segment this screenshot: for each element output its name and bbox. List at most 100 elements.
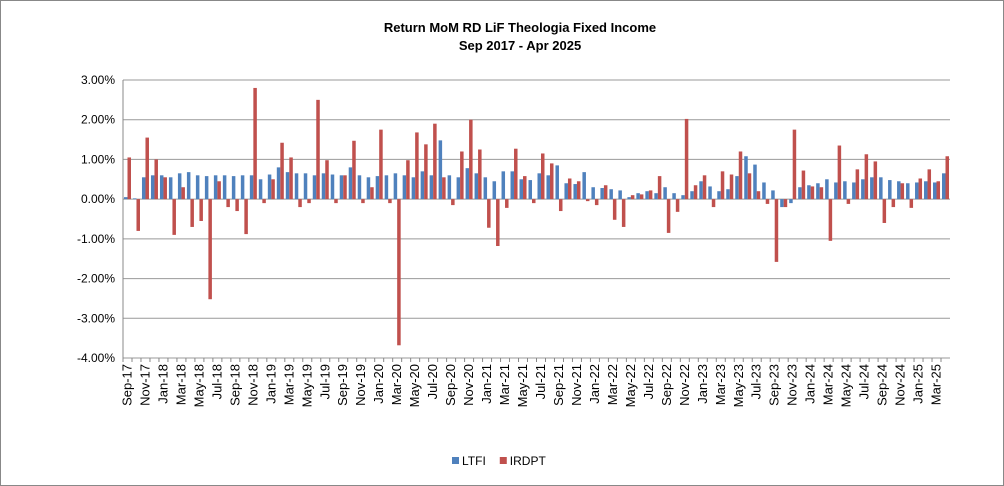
bar: [294, 173, 299, 200]
bar: [384, 175, 389, 200]
x-tick-label: Nov-22: [677, 364, 692, 406]
x-tick-label: Jan-25: [911, 364, 926, 404]
bar: [447, 175, 452, 200]
bar: [357, 175, 362, 200]
bar: [145, 137, 149, 200]
bar: [366, 177, 371, 200]
bar: [244, 199, 248, 235]
bar: [285, 172, 290, 200]
bar: [388, 199, 392, 204]
bar: [339, 175, 344, 200]
x-tick-label: May-24: [839, 364, 854, 407]
bar: [334, 199, 338, 204]
legend-label: IRDPT: [510, 454, 547, 468]
bar: [558, 199, 563, 212]
bar: [870, 177, 874, 200]
bar: [217, 181, 221, 200]
bar: [258, 179, 263, 200]
bar: [321, 173, 326, 200]
x-tick-label: Jan-22: [587, 364, 602, 404]
bar: [891, 199, 896, 208]
bar: [780, 199, 784, 208]
legend-swatch: [499, 457, 507, 464]
x-tick-label: May-20: [407, 364, 422, 407]
bar: [738, 151, 743, 200]
bar: [451, 199, 455, 206]
bar: [492, 181, 497, 200]
bar: [204, 176, 209, 200]
x-tick-label: Mar-19: [281, 364, 296, 405]
bar: [424, 144, 428, 200]
x-tick-label: Jan-23: [695, 364, 710, 404]
x-tick-label: Sep-19: [335, 364, 350, 406]
y-tick-label: 3.00%: [81, 73, 115, 87]
bar: [276, 167, 281, 200]
bar: [330, 174, 335, 200]
bar: [753, 164, 757, 200]
bar: [897, 181, 901, 200]
bar: [645, 191, 649, 200]
bar: [154, 159, 158, 200]
bar: [837, 145, 842, 200]
bar: [316, 99, 320, 200]
x-tick-label: Jul-23: [749, 364, 764, 399]
bar: [591, 187, 595, 200]
bar: [240, 175, 245, 200]
bar: [861, 179, 865, 200]
bar: [936, 181, 941, 200]
bar: [708, 186, 712, 200]
bar: [348, 167, 353, 200]
bar: [379, 129, 383, 200]
bar: [496, 199, 500, 247]
bar: [540, 153, 545, 200]
bar: [888, 180, 892, 200]
bar: [657, 176, 662, 200]
bar: [918, 178, 923, 200]
bar: [648, 190, 653, 200]
bar: [231, 176, 236, 200]
bar: [235, 199, 239, 212]
x-tick-label: Jan-24: [803, 364, 818, 404]
bar: [402, 175, 407, 200]
x-tick-label: May-19: [299, 364, 314, 407]
bar: [168, 177, 173, 200]
bar: [789, 199, 793, 204]
x-tick-label: Nov-17: [137, 364, 152, 406]
bar: [303, 173, 308, 200]
bar: [442, 177, 446, 200]
bar: [456, 177, 461, 200]
bar: [127, 157, 132, 200]
bar: [852, 182, 856, 200]
bar: [834, 182, 838, 200]
legend-swatch: [452, 457, 459, 464]
bar: [941, 173, 946, 200]
bar: [672, 193, 676, 200]
x-tick-label: Jul-22: [641, 364, 656, 399]
bar: [582, 172, 586, 200]
x-tick-label: Mar-21: [497, 364, 512, 405]
bar: [564, 183, 568, 200]
x-tick-label: Sep-23: [767, 364, 782, 406]
x-tick-label: May-18: [191, 364, 206, 407]
bar: [576, 181, 581, 200]
bar: [639, 194, 644, 200]
bar: [627, 197, 631, 200]
bar: [537, 173, 541, 200]
bar: [711, 199, 716, 208]
bar: [505, 199, 509, 208]
bar: [618, 190, 622, 200]
bar: [726, 189, 730, 200]
bar: [819, 187, 824, 200]
bar: [433, 123, 437, 200]
bar: [945, 156, 950, 200]
chart-subtitle: Sep 2017 - Apr 2025: [459, 38, 581, 53]
bar: [567, 178, 572, 200]
bar: [199, 199, 203, 221]
bar: [900, 183, 905, 200]
bar: [933, 182, 937, 200]
bar: [546, 175, 550, 200]
bar: [663, 187, 667, 200]
x-tick-label: May-22: [623, 364, 638, 407]
bar: [298, 199, 302, 208]
